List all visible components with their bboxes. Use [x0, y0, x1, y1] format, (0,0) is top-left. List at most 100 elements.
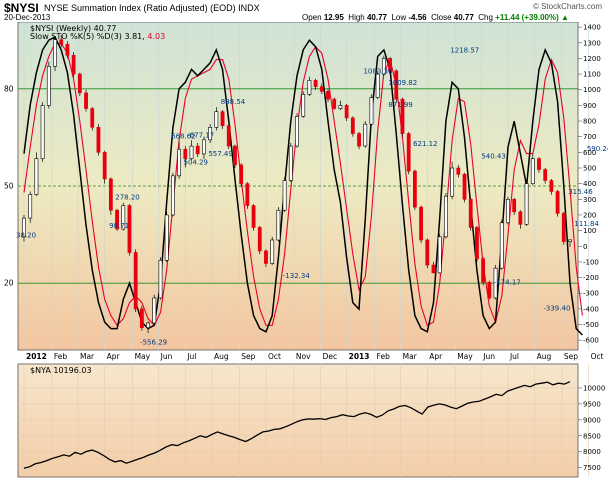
candle-down	[357, 133, 361, 147]
x-tick-label: Jun	[160, 352, 173, 361]
candle-down	[84, 92, 88, 109]
slow-sto-k-line	[23, 35, 583, 336]
candle-up	[164, 214, 169, 261]
candle-down	[431, 264, 436, 274]
candle-down	[549, 180, 554, 192]
y-tick-label: 1100	[583, 71, 601, 79]
candle-up	[499, 222, 504, 269]
value-annotation: 668.62	[171, 133, 196, 141]
value-annotation: 621.12	[413, 140, 438, 148]
value-annotation: 38.20	[16, 231, 36, 239]
candle-down	[487, 281, 492, 299]
candle-up	[381, 58, 386, 75]
candle-down	[394, 70, 399, 100]
y-tick-label: 600	[583, 149, 596, 157]
candle-up	[202, 139, 206, 155]
x-tick-label: Mar	[403, 352, 418, 361]
value-annotation: 888.54	[221, 98, 246, 106]
x-tick-label: Dec	[323, 352, 338, 361]
candle-up	[177, 148, 182, 177]
candle-down	[77, 73, 82, 94]
candle-up	[282, 180, 287, 211]
nya-line	[23, 381, 571, 469]
x-tick-label: Sep	[564, 352, 578, 361]
chart-title: NYSE Summation Index (Ratio Adjusted) (E…	[44, 3, 260, 13]
value-annotation: 1009.82	[388, 79, 417, 87]
candle-down	[90, 108, 95, 128]
value-annotation: 278.20	[115, 194, 140, 202]
candle-up	[363, 123, 368, 147]
candle-down	[518, 211, 523, 225]
candle-down	[406, 133, 411, 172]
candle-down	[326, 91, 330, 100]
candle-up	[295, 116, 299, 147]
candle-up	[53, 39, 57, 67]
x-tick-label: May	[135, 352, 151, 361]
chart-svg: 38.20 278.20 98.71 -556.29 668.62 504.29 677.1…	[4, 22, 608, 478]
x-tick-label: May	[457, 352, 473, 361]
value-annotation: 1083.36	[363, 68, 392, 76]
candle-down	[512, 199, 517, 213]
value-annotation: -339.40	[543, 304, 570, 312]
up-arrow-icon: ▲	[561, 13, 569, 22]
x-tick-label: Feb	[377, 352, 391, 361]
y-tick-label: 300	[583, 196, 596, 204]
candle-down	[102, 152, 107, 180]
candle-up	[152, 297, 157, 324]
nya-y-tick-label: 9000	[583, 416, 601, 424]
candle-down	[108, 178, 113, 211]
value-annotation: 98.71	[109, 222, 129, 230]
lower-panel	[17, 363, 579, 478]
candle-down	[412, 170, 417, 208]
candle-down	[127, 205, 132, 253]
candle-down	[555, 191, 560, 214]
candle-up	[276, 209, 281, 241]
candle-up	[214, 111, 219, 128]
sto-tick-label: 50	[4, 182, 14, 191]
candle-down	[115, 209, 119, 230]
candle-down	[350, 117, 355, 134]
y-tick-label: -200	[583, 274, 599, 282]
y-tick-label: 0	[583, 243, 587, 251]
nya-y-tick-label: 10000	[583, 384, 605, 392]
x-tick-label: Oct	[591, 352, 604, 361]
candle-down	[251, 205, 256, 228]
candle-down	[537, 158, 541, 170]
legend-nya: $NYA 10196.03	[30, 366, 92, 375]
candle-down	[195, 145, 200, 155]
candle-up	[369, 97, 374, 125]
candle-up	[208, 127, 213, 141]
x-tick-label: Oct	[268, 352, 281, 361]
x-tick-label: Apr	[107, 352, 121, 361]
y-tick-label: -100	[583, 258, 599, 266]
candle-down	[475, 227, 479, 260]
value-annotation: 111.84	[574, 220, 599, 228]
y-tick-label: -600	[583, 337, 599, 345]
candle-up	[530, 158, 535, 184]
legend-sto: Slow STO %K(5) %D(3) 3.81, 4.03	[30, 32, 165, 41]
y-tick-label: 1000	[583, 86, 601, 94]
legend-nysi: $NYSI (Weekly) 40.77	[30, 24, 117, 33]
x-tick-label: Mar	[80, 352, 95, 361]
candle-down	[220, 111, 225, 127]
value-annotation: 540.43	[481, 153, 506, 161]
x-tick-label: Jun	[482, 352, 495, 361]
nya-y-tick-label: 8500	[583, 432, 601, 440]
candle-up	[46, 65, 51, 106]
candle-down	[133, 252, 138, 310]
nya-y-tick-label: 9500	[583, 400, 601, 408]
date-label: 20-Dec-2013	[4, 13, 51, 22]
chart-header: $NYSI NYSE Summation Index (Ratio Adjust…	[0, 0, 608, 22]
candle-down	[264, 250, 268, 264]
candle-down	[245, 183, 250, 206]
candle-down	[419, 206, 423, 241]
candle-down	[226, 125, 231, 147]
candle-up	[375, 73, 380, 98]
y-tick-label: -300	[583, 290, 599, 298]
candle-up	[568, 239, 572, 243]
y-tick-label: 800	[583, 118, 596, 126]
x-tick-label: Nov	[296, 352, 311, 361]
value-annotation: -174.17	[494, 279, 521, 287]
candle-down	[239, 164, 244, 184]
sto-tick-label: 80	[4, 84, 14, 93]
